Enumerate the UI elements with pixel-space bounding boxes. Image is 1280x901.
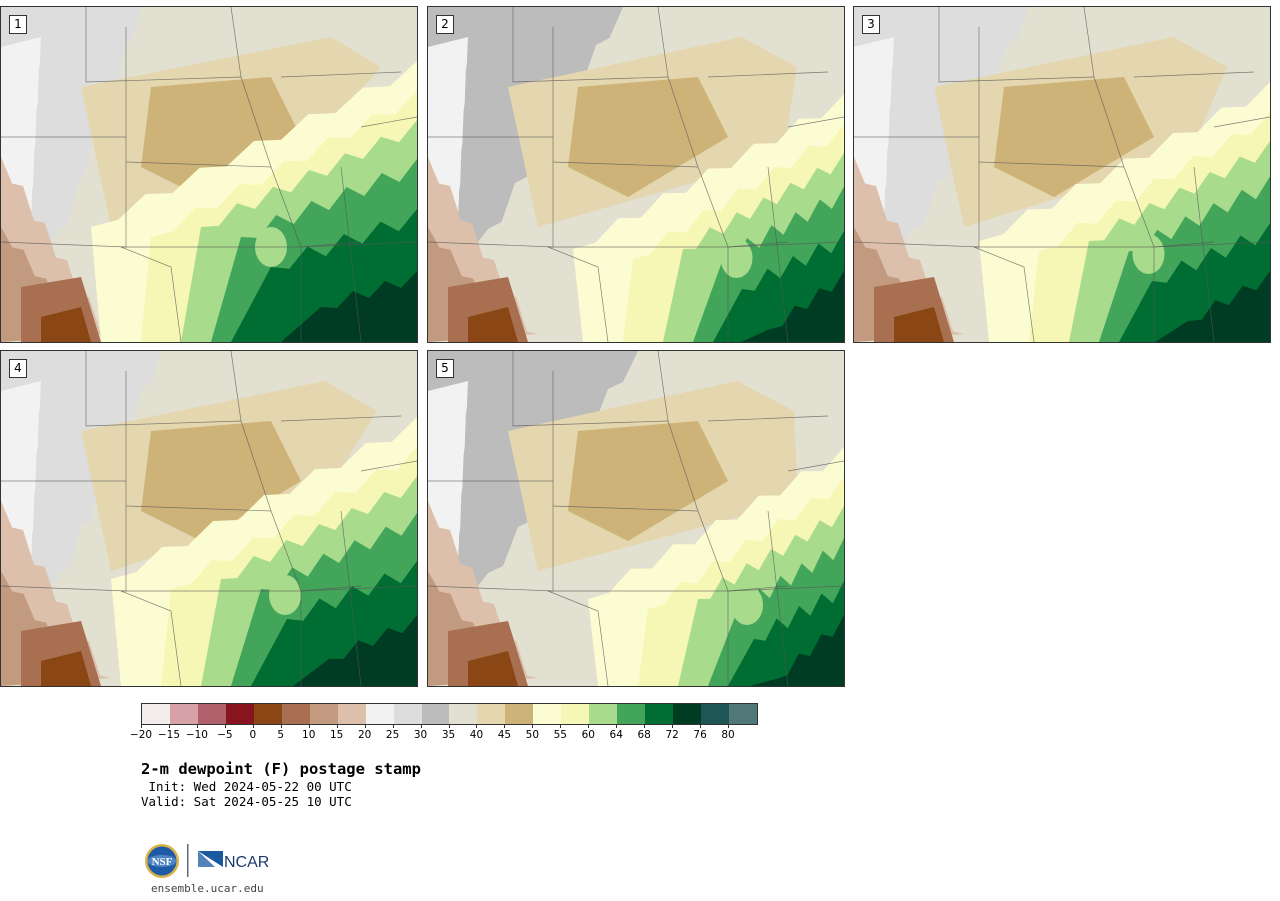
colorbar-swatch [253,704,282,724]
colorbar-tick-label: 55 [553,729,567,741]
colorbar-tick [644,724,646,728]
colorbar-tick [308,724,310,728]
colorbar-tick [672,724,674,728]
colorbar [141,703,758,725]
colorbar-tick [280,724,282,728]
map-panel-2: 2 [427,6,845,343]
colorbar-swatch [589,704,618,724]
colorbar-swatch [309,704,338,724]
colorbar-tick [560,724,562,728]
colorbar-swatch [505,704,534,724]
colorbar-swatch [225,704,254,724]
logo-divider [187,844,189,877]
valid-time: Valid: Sat 2024-05-25 10 UTC [141,794,352,809]
panel-number: 4 [9,359,27,378]
colorbar-tick [252,724,254,728]
colorbar-swatch [533,704,562,724]
colorbar-tick [224,724,226,728]
colorbar-swatch [281,704,310,724]
colorbar-tick [141,724,142,728]
colorbar-swatch [561,704,590,724]
colorbar-tick [420,724,422,728]
colorbar-swatch [142,704,170,724]
colorbar-swatch [449,704,478,724]
colorbar-tick [728,724,730,728]
colorbar-tick-label: 72 [665,729,679,741]
colorbar-swatch [729,704,757,724]
colorbar-tick [364,724,366,728]
colorbar-tick-label: 30 [413,729,428,741]
colorbar-tick-label: −20 [129,729,153,741]
colorbar-tick [168,724,170,728]
colorbar-tick-label: 25 [385,729,400,741]
colorbar-tick-label: 35 [441,729,456,741]
colorbar-tick [336,724,338,728]
colorbar-swatch [701,704,730,724]
nsf-logo: NSF [145,844,179,878]
colorbar-swatch [421,704,450,724]
colorbar-tick [588,724,590,728]
colorbar-tick [392,724,394,728]
colorbar-tick [448,724,450,728]
colorbar-tick-label: 68 [637,729,651,741]
colorbar-swatch [337,704,366,724]
colorbar-tick-label: −10 [185,729,208,741]
colorbar-tick-label: 45 [497,729,512,741]
colorbar-tick-label: −5 [217,729,233,741]
colorbar-tick-label: 0 [249,729,257,741]
colorbar-tick-label: 80 [721,729,735,741]
ncar-logo-text: NCAR [224,854,269,871]
colorbar-swatch [477,704,506,724]
colorbar-tick-label: −15 [157,729,181,741]
panel-number: 1 [9,15,27,34]
colorbar-ticks: −20 −15 −10 −5 0 5 10 15 20 25 30 35 40 45 50 55 60 64 68 7… [130,724,758,746]
panel-number: 5 [436,359,454,378]
colorbar-tick-label: 15 [329,729,344,741]
colorbar-tick [700,724,702,728]
map-panel-4: 4 [0,350,418,687]
dewpoint-map [1,7,417,342]
colorbar-swatch [169,704,198,724]
colorbar-swatch [365,704,394,724]
colorbar-tick [504,724,506,728]
dewpoint-map [428,7,844,342]
colorbar-tick-label: 10 [302,729,316,741]
panel-number: 2 [436,15,454,34]
colorbar-tick [616,724,618,728]
colorbar-tick-label: 5 [277,729,285,741]
colorbar-tick [476,724,478,728]
nsf-logo-text: NSF [152,856,173,868]
colorbar-swatch [645,704,674,724]
colorbar-swatch [617,704,646,724]
sponsor-logos: NSF NCAR [145,844,269,878]
map-panel-5: 5 [427,350,845,687]
colorbar-swatch [673,704,702,724]
dewpoint-map [428,351,844,686]
colorbar-tick [532,724,534,728]
dewpoint-map [1,351,417,686]
colorbar-tick-label: 76 [693,729,707,741]
chart-title: 2-m dewpoint (F) postage stamp [141,760,421,778]
colorbar-tick [196,724,198,728]
colorbar-swatch [197,704,226,724]
colorbar-tick-label: 64 [609,729,623,741]
ncar-logo: NCAR [198,851,269,871]
colorbar-tick-label: 60 [581,729,595,741]
map-panel-3: 3 [853,6,1271,343]
map-panel-1: 1 [0,6,418,343]
colorbar-tick-label: 50 [525,729,540,741]
panel-number: 3 [862,15,880,34]
dewpoint-map [854,7,1270,342]
website-url: ensemble.ucar.edu [151,882,264,895]
init-time: Init: Wed 2024-05-22 00 UTC [141,779,352,794]
colorbar-tick-label: 20 [357,729,372,741]
colorbar-swatch [393,704,422,724]
colorbar-tick-label: 40 [469,729,484,741]
